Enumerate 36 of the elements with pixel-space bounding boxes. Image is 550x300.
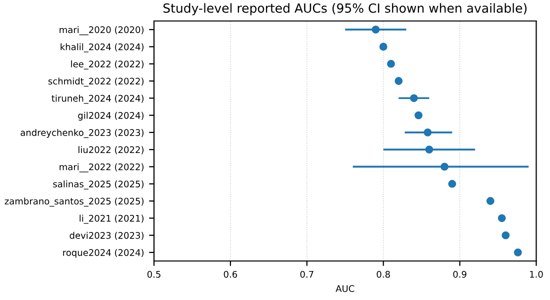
point [498,214,506,222]
y-tick-label: schmidt_2022 (2022) [48,78,144,87]
point [425,146,434,154]
y-tick-label: mari__2022 (2022) [60,163,144,172]
y-tick-label: li_2021 (2021) [80,214,144,224]
x-axis-title: AUC [336,285,354,292]
point [372,26,380,34]
y-tick-label: devi2023 (2023) [70,232,144,240]
point [502,231,510,240]
y-tick-label: lee_2022 (2022) [71,60,144,70]
y-tick-label: zambrano_santos_2025 (2025) [4,198,144,207]
point [424,128,432,136]
y-tick-label: liu2022 (2022) [78,146,144,154]
x-tick-label: 0.8 [376,270,390,278]
chart-title: Study-level reported AUCs (95% CI shown when available) [163,3,527,16]
point [440,162,448,171]
x-tick-label: 0.9 [453,270,466,278]
x-tick-label: 1.0 [530,270,543,278]
y-tick-label: tiruneh_2024 (2024) [52,94,144,104]
point [379,42,388,51]
y-tick-label: gil2024 (2024) [78,112,144,121]
x-tick-label: 0.6 [224,270,238,278]
x-tick-label: 0.7 [300,270,314,278]
y-tick-label: mari__2020 (2020) [60,26,144,36]
point [448,180,456,188]
point [387,60,395,68]
point [514,248,522,256]
y-tick-label: andreychenko_2023 (2023) [20,129,144,138]
point [410,94,418,102]
x-tick-label: 0.5 [147,270,160,278]
y-tick-label: salinas_2025 (2025) [53,180,144,190]
y-tick-label: roque2024 (2024) [63,249,144,258]
point [486,197,494,205]
point [414,111,422,120]
y-tick-label: khalil_2024 (2024) [60,43,144,52]
point [394,77,403,85]
